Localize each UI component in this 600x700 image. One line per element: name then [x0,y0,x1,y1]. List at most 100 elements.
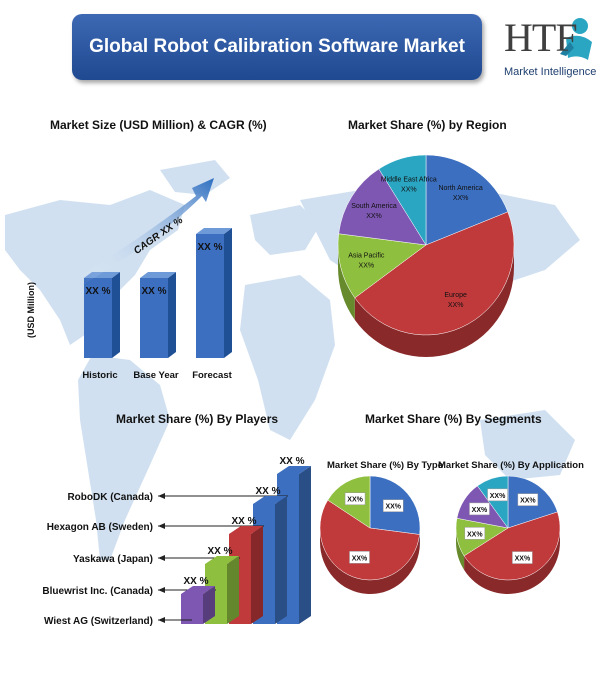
slice-value-box [487,488,508,502]
slice-value-label: XX% [490,493,506,500]
slice-category-label: Europe [444,292,467,299]
pie-slice [319,499,420,581]
region-title: Market Share (%) by Region [348,118,507,132]
bar-side [227,556,239,624]
pie-slice-side [320,528,420,595]
arrowhead-icon [158,493,165,499]
slice-value-box [349,551,370,564]
pie-slice [337,233,427,299]
application-pie-chart: XX%XX%XX%XX%XX% [455,475,561,594]
slice-value-label: XX% [352,555,368,562]
pie-slice-side [338,245,355,320]
y-axis-label: (USD Million) [26,282,36,338]
bar-value-label: XX % [231,516,256,527]
pie-slice-side [354,245,514,358]
bar-top [140,272,176,278]
htf-logo: HTF Market Intelligence [500,8,596,88]
players-title: Market Share (%) By Players [116,412,279,426]
bar-side [203,586,215,624]
player-label: RoboDK (Canada) [67,492,153,503]
slice-value-label: XX% [472,507,488,514]
players-chart: XX % RoboDK (Canada) XX % Hexagon AB (Swede… [42,456,311,627]
slice-value-label: XX% [401,187,417,194]
application-title: Market Share (%) By Application [438,460,584,471]
bar-value-label: XX % [183,576,208,587]
bar-top [277,466,311,474]
bar-value-label: XX % [141,286,166,297]
bar-value-label: XX % [279,456,304,467]
bar-side [224,228,232,358]
player-label: Yaskawa (Japan) [73,554,153,565]
logo-subtitle: Market Intelligence [504,66,597,78]
slice-category-label: North America [438,185,482,192]
type-pie-chart: XX% XX% XX% [319,475,421,595]
bar-side [251,526,263,624]
bar-value-label: XX % [85,286,110,297]
title-banner: Global Robot Calibration Software Market [72,14,482,80]
player-label: Hexagon AB (Sweden) [47,522,153,533]
bar-side [112,272,120,358]
market-size-title: Market Size (USD Million) & CAGR (%) [50,118,267,132]
bar-side [168,272,176,358]
slice-value-label: XX% [359,263,375,270]
slice-value-box [464,527,486,540]
player-label: Bluewrist Inc. (Canada) [42,586,153,597]
slice-category-label: South America [351,203,397,210]
bar-top [181,586,215,594]
slice-value-label: XX% [448,302,464,309]
page-title: Global Robot Calibration Software Market [89,36,465,57]
slice-value-box [517,493,539,506]
bar-top [229,526,263,534]
bar-side [299,466,311,624]
pie-slice [463,511,561,581]
segments-title: Market Share (%) By Segments [365,412,542,426]
bar-side [275,496,287,624]
x-tick-label: Base Year [133,370,179,381]
bar [196,234,224,358]
slice-value-label: XX% [347,497,363,504]
player-label: Wiest AG (Switzerland) [44,616,153,627]
slice-value-label: XX% [515,556,531,563]
growth-arrow-icon [80,178,214,284]
slice-value-box [383,499,404,512]
bar [181,594,203,624]
slice-value-label: XX% [467,531,483,538]
pie-slice-side [464,528,560,594]
pie-slice [354,211,515,336]
slice-value-box [512,551,533,564]
arrowhead-icon [158,587,165,593]
bar-value-label: XX % [255,486,280,497]
slice-value-box [344,492,366,505]
bar-value-label: XX % [197,242,222,253]
logo-figure-icon [560,18,592,60]
pie-slice [378,154,427,246]
cagr-annotation: CAGR XX % [132,215,185,257]
bar [140,278,168,358]
x-tick-label: Forecast [192,370,232,381]
slice-value-label: XX% [520,498,536,505]
slice-value-label: XX% [366,213,382,220]
market-size-chart: XX % Historic XX % Base Year XX % Forecast (US… [26,178,233,381]
logo-mark: HTF [504,15,578,60]
arrowhead-icon [158,617,165,623]
slice-value-label: XX% [453,195,469,202]
slice-value-box [469,502,490,516]
bar-top [253,496,287,504]
x-tick-label: Historic [82,370,117,381]
bar-top [196,228,232,234]
bar-value-label: XX % [207,546,232,557]
type-title: Market Share (%) By Type [327,460,443,471]
region-pie-chart: North America XX% Europe XX% Asia Pacific XX%… [337,154,515,358]
pie-slice [338,168,427,246]
slice-category-label: Asia Pacific [348,253,385,260]
pie-slice-side [456,528,465,570]
bar-top [205,556,239,564]
bar [84,278,112,358]
pie-slice [425,154,509,246]
slice-value-label: XX% [385,504,401,511]
arrowhead-icon [158,555,165,561]
slice-category-label: Middle East Africa [381,177,437,184]
arrowhead-icon [158,523,165,529]
